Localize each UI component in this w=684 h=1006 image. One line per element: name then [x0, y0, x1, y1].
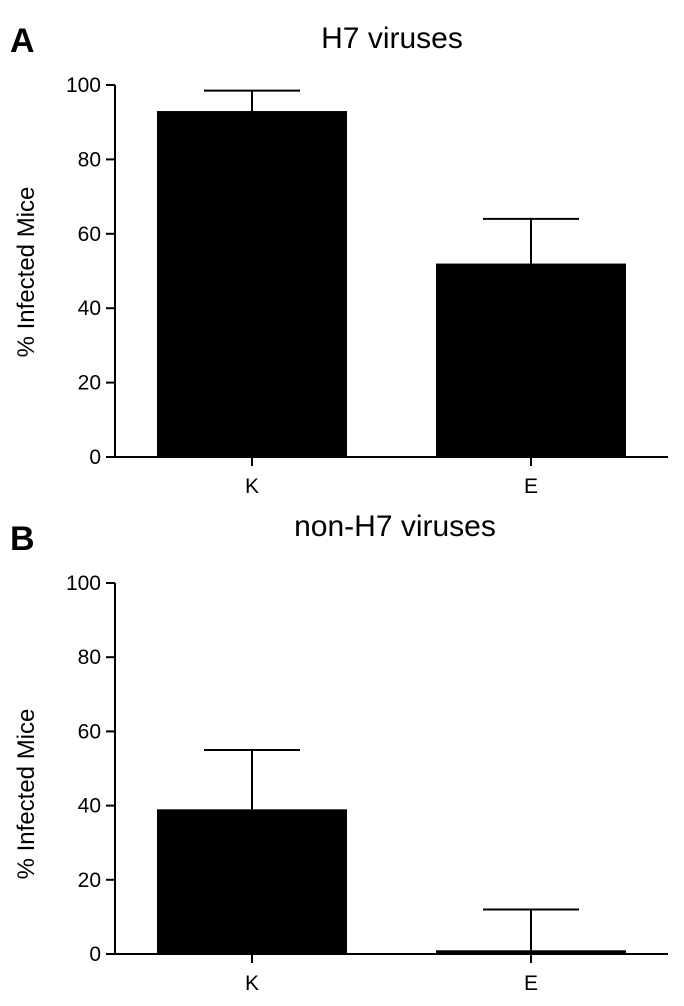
x-tick-label-a-E: E — [524, 475, 538, 498]
y-tick-label-a-40: 40 — [78, 297, 101, 320]
bar-a-K — [157, 111, 347, 457]
bar-b-E — [436, 950, 626, 954]
y-tick-label-b-80: 80 — [78, 646, 101, 669]
y-tick-label-a-20: 20 — [78, 372, 101, 395]
x-tick-label-a-K: K — [245, 475, 259, 498]
chart-panel-a: A H7 viruses % Infected Mice 0 20 40 60 80 10… — [10, 22, 668, 498]
panel-letter-a: A — [10, 22, 35, 60]
x-tick-label-b-E: E — [524, 972, 538, 995]
y-tick-label-b-20: 20 — [78, 869, 101, 892]
chart-panel-b: B non-H7 viruses % Infected Mice 0 20 40 60… — [10, 510, 668, 995]
y-tick-label-a-60: 60 — [78, 223, 101, 246]
y-tick-label-b-60: 60 — [78, 720, 101, 743]
y-tick-label-a-100: 100 — [66, 74, 101, 97]
plot-area-b: 0 20 40 60 80 100 K E — [66, 572, 668, 995]
y-tick-label-a-0: 0 — [89, 446, 101, 469]
y-axis-title-a: % Infected Mice — [13, 187, 40, 358]
bar-b-K — [157, 809, 347, 954]
chart-title-a: H7 viruses — [321, 22, 463, 55]
y-tick-label-b-0: 0 — [89, 943, 101, 966]
y-tick-label-b-100: 100 — [66, 572, 101, 595]
chart-title-b: non-H7 viruses — [294, 510, 496, 543]
y-tick-label-a-80: 80 — [78, 148, 101, 171]
y-tick-label-b-40: 40 — [78, 795, 101, 818]
y-axis-title-b: % Infected Mice — [13, 709, 40, 880]
x-tick-label-b-K: K — [245, 972, 259, 995]
plot-area-a: 0 20 40 60 80 100 K E — [66, 74, 668, 498]
panel-letter-b: B — [10, 520, 35, 558]
bar-a-E — [436, 263, 626, 457]
